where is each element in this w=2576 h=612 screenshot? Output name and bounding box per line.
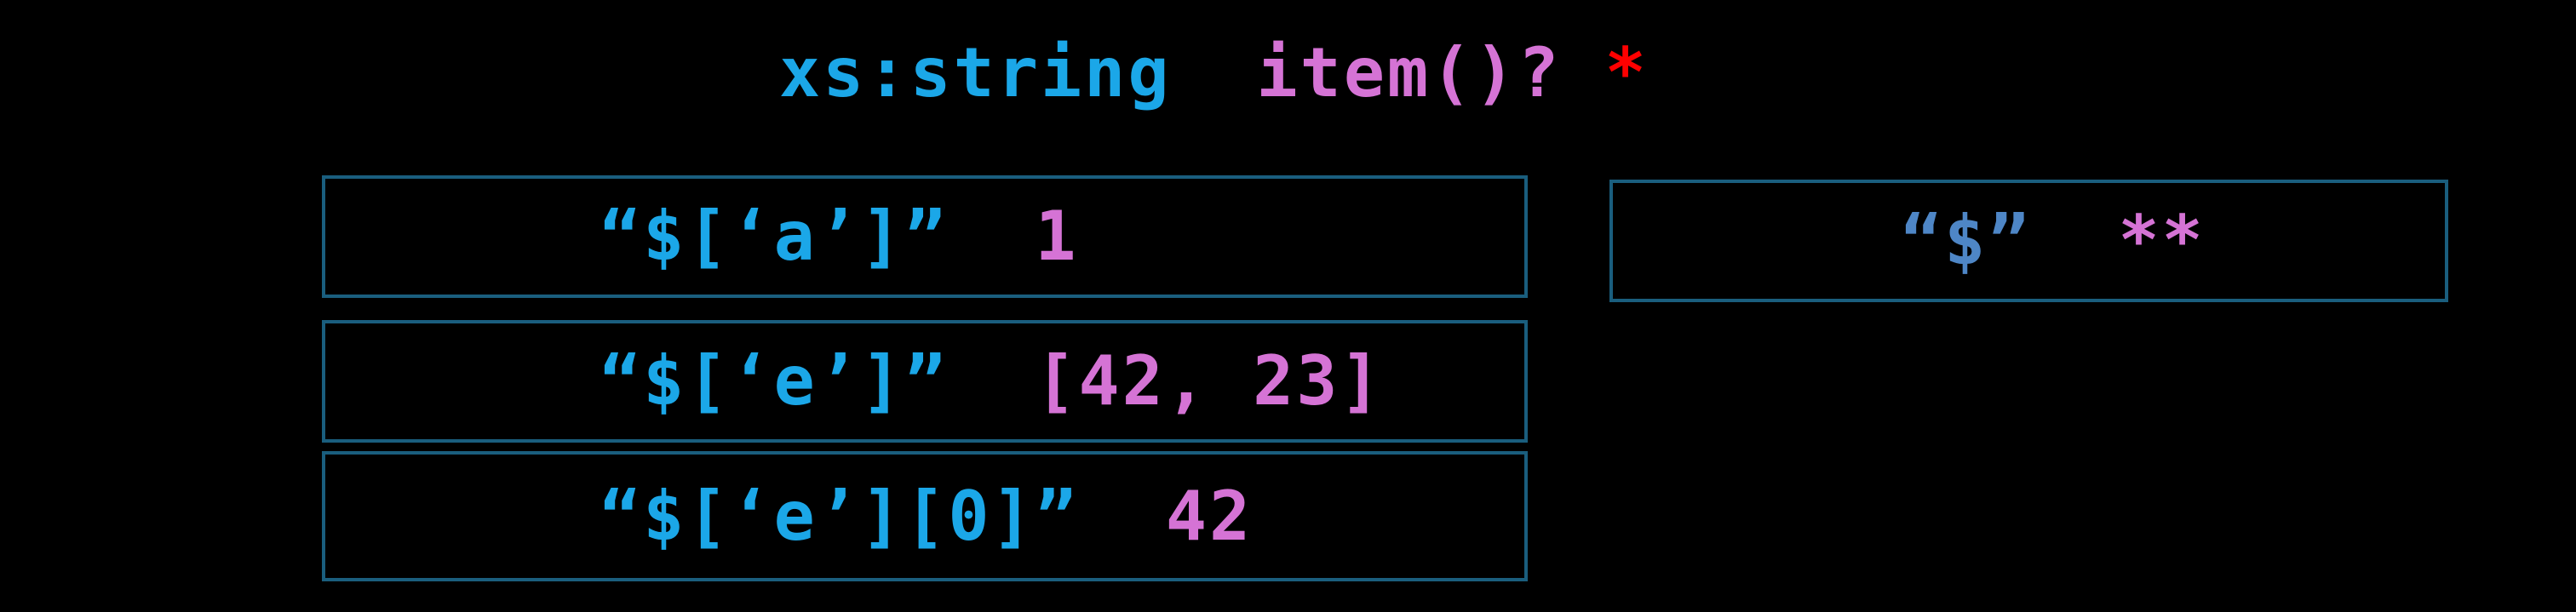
- jsonpath-expression: “$[‘e’][0]”: [600, 476, 1079, 556]
- mapping-box-e0: “$[‘e’][0]” 42: [322, 451, 1528, 581]
- result-value: **: [2118, 201, 2206, 280]
- sequence-type-title: xs:string item()? *: [779, 39, 1649, 107]
- title-atomic-type: xs:string: [779, 33, 1172, 112]
- result-value: 1: [1035, 197, 1079, 276]
- jsonpath-expression: “$”: [1901, 201, 2032, 280]
- title-item-type: item()?: [1256, 33, 1562, 112]
- jsonpath-expression: “$[‘e’]”: [600, 341, 949, 420]
- title-occurrence-asterisk: *: [1604, 33, 1649, 112]
- mapping-box-e: “$[‘e’]” [42, 23]: [322, 320, 1528, 443]
- jsonpath-expression: “$[‘a’]”: [600, 197, 949, 276]
- result-value: 42: [1165, 476, 1254, 556]
- result-value: [42, 23]: [1035, 341, 1384, 420]
- mapping-box-root: “$” **: [1609, 180, 2448, 302]
- mapping-box-a: “$[‘a’]” 1: [322, 175, 1528, 298]
